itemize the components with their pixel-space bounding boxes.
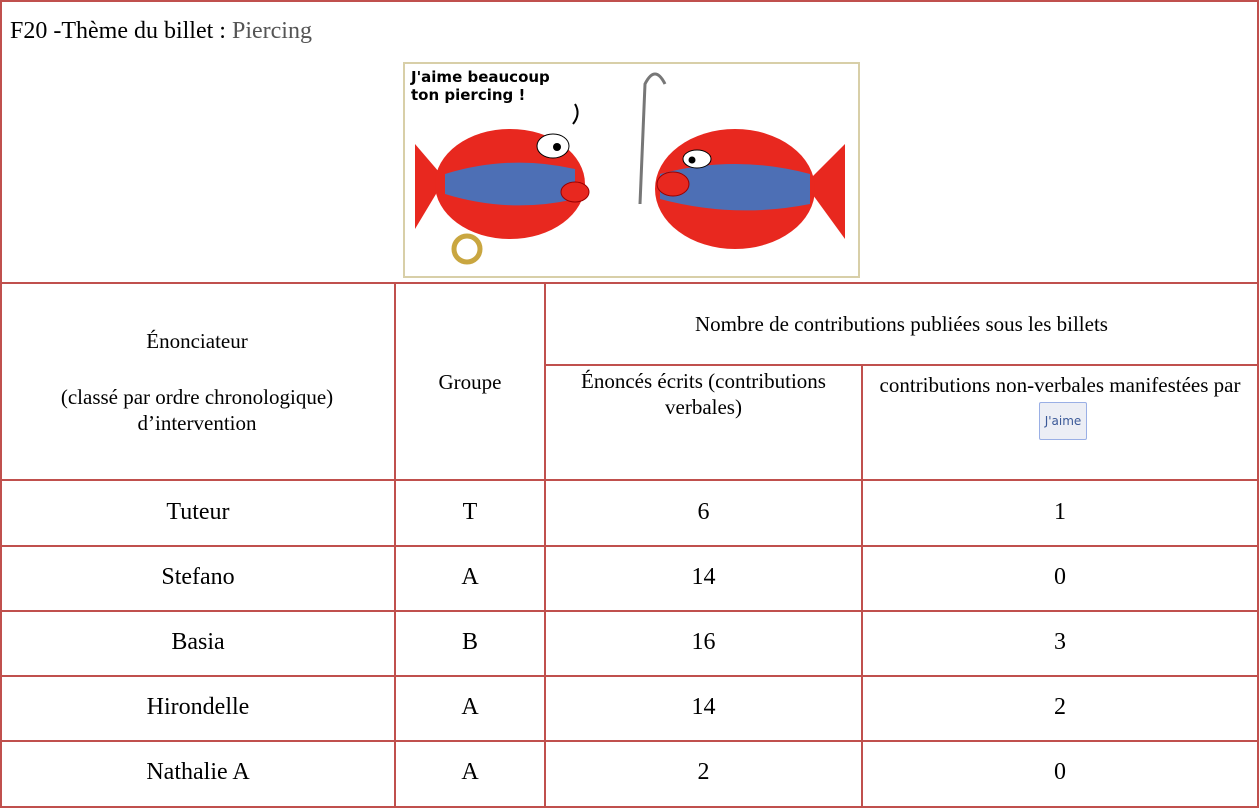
table-cell: 16 bbox=[691, 629, 716, 655]
cartoon-art bbox=[415, 72, 845, 265]
border bbox=[0, 740, 1259, 742]
border bbox=[0, 479, 1259, 481]
title: F20 -Thème du billet : Piercing bbox=[10, 18, 312, 45]
header-group: Groupe bbox=[438, 369, 502, 394]
table-cell: 2 bbox=[1054, 694, 1066, 720]
header-text: Énonciateur bbox=[146, 328, 248, 353]
cartoon-caption: J'aime beaucoup ton piercing ! bbox=[411, 68, 550, 104]
table-cell: 14 bbox=[691, 564, 716, 590]
table-cell: Tuteur bbox=[166, 499, 230, 525]
border bbox=[0, 0, 1259, 2]
table-cell: Stefano bbox=[161, 564, 235, 590]
border bbox=[0, 0, 2, 808]
header-speaker: Énonciateur (classé par ordre chronologi… bbox=[0, 284, 394, 479]
header-contributions: Nombre de contributions publiées sous le… bbox=[695, 312, 1108, 336]
table-cell: 1 bbox=[1054, 499, 1066, 525]
header-text: contributions non-verbales manifestées p… bbox=[879, 373, 1241, 397]
cartoon: J'aime beaucoup ton piercing ! bbox=[403, 62, 860, 278]
border bbox=[0, 610, 1259, 612]
like-button: J'aime bbox=[1038, 402, 1088, 440]
table-cell: Hirondelle bbox=[146, 694, 250, 720]
table-cell: 0 bbox=[1054, 564, 1066, 590]
border bbox=[0, 675, 1259, 677]
border bbox=[861, 364, 863, 808]
border bbox=[0, 545, 1259, 547]
header-text: Énoncés écrits (contributions verbales) bbox=[581, 369, 826, 419]
table-cell: Nathalie A bbox=[146, 759, 250, 785]
table-cell: B bbox=[461, 629, 478, 655]
header-text: (classé par ordre chronologique) d’inter… bbox=[60, 384, 334, 435]
header-verbal: Énoncés écrits (contributions verbales) bbox=[546, 366, 861, 481]
header-nonverbal: contributions non-verbales manifestées p… bbox=[863, 366, 1257, 481]
border bbox=[545, 364, 1259, 366]
border bbox=[0, 282, 1259, 284]
table-cell: 6 bbox=[697, 499, 710, 525]
border bbox=[1257, 0, 1259, 808]
table-cell: 3 bbox=[1054, 629, 1066, 655]
table-cell: A bbox=[461, 694, 479, 720]
table-cell: 0 bbox=[1054, 759, 1066, 785]
table-cell: 14 bbox=[691, 694, 716, 720]
table-cell: T bbox=[462, 499, 478, 525]
table-cell: Basia bbox=[171, 629, 225, 655]
title-topic: Piercing bbox=[231, 18, 312, 44]
title-label: F20 -Thème du billet : bbox=[10, 18, 226, 44]
table-cell: A bbox=[461, 564, 479, 590]
table-cell: 2 bbox=[697, 759, 710, 785]
table-cell: A bbox=[461, 759, 479, 785]
border bbox=[0, 806, 1259, 808]
